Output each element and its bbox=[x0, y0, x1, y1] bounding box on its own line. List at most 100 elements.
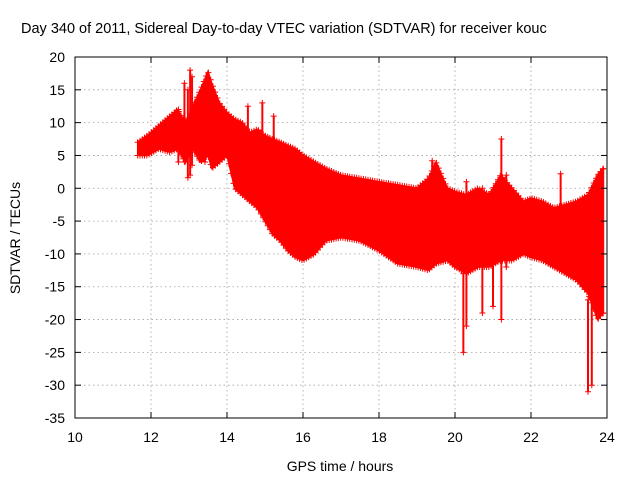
y-tick-label: -15 bbox=[45, 279, 65, 295]
data-marker bbox=[205, 153, 212, 160]
data-marker bbox=[437, 170, 444, 177]
data-marker bbox=[255, 206, 262, 213]
data-marker bbox=[593, 175, 599, 182]
y-tick-label: 5 bbox=[57, 147, 65, 163]
data-marker bbox=[181, 159, 188, 165]
data-marker bbox=[424, 176, 431, 183]
data-marker bbox=[490, 303, 496, 310]
data-marker bbox=[435, 165, 442, 172]
ticks: 10 12 14 16 18 20 22 24 20 15 10 5 0 -5 -10 -15 -20 -25 -3… bbox=[45, 49, 615, 445]
y-tick-label: -25 bbox=[45, 344, 65, 360]
data-marker bbox=[429, 157, 436, 164]
y-tick-label: 20 bbox=[49, 49, 65, 65]
x-axis-label: GPS time / hours bbox=[287, 458, 394, 474]
x-tick-label: 22 bbox=[523, 429, 539, 445]
data-marker bbox=[187, 67, 194, 74]
data-marker bbox=[488, 188, 495, 195]
x-tick-label: 12 bbox=[143, 429, 159, 445]
data-marker bbox=[433, 159, 440, 166]
data-marker bbox=[260, 214, 267, 221]
y-tick-label: -20 bbox=[45, 312, 65, 328]
chart-title: Day 340 of 2011, Sidereal Day-to-day VTE… bbox=[21, 21, 547, 37]
data-marker bbox=[503, 172, 510, 179]
data-marker bbox=[194, 153, 200, 160]
data-marker bbox=[202, 83, 208, 90]
data-marker bbox=[463, 323, 470, 330]
data-marker bbox=[490, 257, 496, 264]
data-marker bbox=[257, 210, 264, 217]
data-marker bbox=[264, 222, 271, 229]
data-marker bbox=[586, 293, 593, 300]
data-marker bbox=[189, 162, 195, 169]
data-marker bbox=[588, 184, 595, 191]
data-marker bbox=[244, 165, 251, 172]
data-marker bbox=[223, 152, 230, 159]
data-marker bbox=[244, 103, 251, 110]
data-marker bbox=[262, 218, 269, 225]
data-marker bbox=[460, 349, 467, 356]
data-marker bbox=[557, 170, 564, 177]
data-marker bbox=[585, 388, 591, 395]
data-marker bbox=[202, 159, 208, 165]
data-marker bbox=[189, 73, 195, 80]
data-marker bbox=[479, 185, 486, 192]
data-marker bbox=[463, 178, 470, 185]
data-marker bbox=[203, 73, 210, 79]
data-marker bbox=[590, 180, 597, 186]
y-tick-label: 10 bbox=[49, 115, 65, 131]
x-tick-label: 20 bbox=[447, 429, 463, 445]
data-marker bbox=[479, 310, 486, 316]
data-marker bbox=[209, 83, 216, 90]
data-series bbox=[134, 67, 607, 395]
y-axis-label: SDTVAR / TECUs bbox=[7, 182, 23, 294]
data-marker bbox=[429, 198, 436, 205]
data-marker bbox=[503, 264, 510, 270]
data-marker bbox=[230, 180, 237, 187]
data-marker bbox=[290, 165, 297, 172]
data-marker bbox=[290, 185, 297, 192]
data-marker bbox=[181, 80, 188, 87]
data-marker bbox=[225, 160, 232, 167]
data-marker bbox=[194, 94, 200, 101]
data-marker bbox=[600, 165, 607, 172]
x-tick-label: 10 bbox=[67, 429, 83, 445]
y-tick-label: -10 bbox=[45, 246, 65, 262]
data-marker bbox=[214, 95, 221, 101]
data-marker bbox=[498, 316, 505, 323]
data-marker bbox=[228, 170, 235, 177]
data-marker bbox=[207, 76, 214, 83]
data-marker bbox=[586, 189, 593, 196]
x-tick-label: 24 bbox=[599, 429, 615, 445]
data-marker bbox=[187, 172, 194, 179]
plot-frame bbox=[74, 56, 608, 419]
data-marker bbox=[205, 69, 212, 76]
data-marker bbox=[440, 175, 447, 182]
data-marker bbox=[494, 176, 501, 183]
data-marker bbox=[498, 136, 505, 142]
data-marker bbox=[593, 312, 599, 319]
y-tick-label: -5 bbox=[53, 213, 66, 229]
data-marker bbox=[259, 99, 266, 106]
data-marker bbox=[557, 244, 564, 251]
y-tick-label: -35 bbox=[45, 410, 65, 426]
data-marker bbox=[196, 89, 203, 96]
data-marker bbox=[212, 89, 219, 96]
x-tick-label: 16 bbox=[295, 429, 311, 445]
data-marker bbox=[266, 226, 273, 233]
data-marker bbox=[583, 289, 590, 295]
data-marker bbox=[200, 78, 207, 85]
data-marker bbox=[198, 84, 205, 91]
data-marker bbox=[600, 310, 607, 316]
y-tick-label: -30 bbox=[45, 377, 65, 393]
y-tick-label: 15 bbox=[49, 82, 65, 98]
y-tick-label: 0 bbox=[57, 180, 65, 196]
data-marker bbox=[490, 184, 497, 191]
data-marker bbox=[175, 159, 182, 165]
data-marker bbox=[270, 113, 277, 120]
data-marker bbox=[588, 296, 595, 303]
data-marker bbox=[270, 152, 277, 159]
data-marker bbox=[492, 180, 499, 187]
data-marker bbox=[442, 180, 449, 187]
data-marker bbox=[588, 382, 595, 389]
